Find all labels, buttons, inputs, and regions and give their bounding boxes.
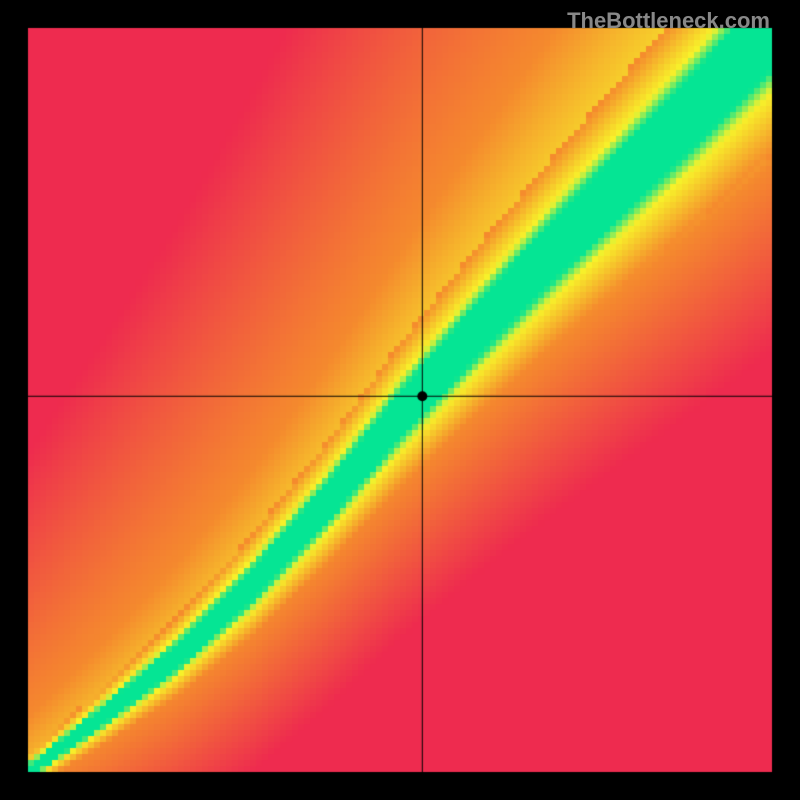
chart-container: TheBottleneck.com (0, 0, 800, 800)
heatmap-canvas (0, 0, 800, 800)
watermark-text: TheBottleneck.com (567, 8, 770, 34)
